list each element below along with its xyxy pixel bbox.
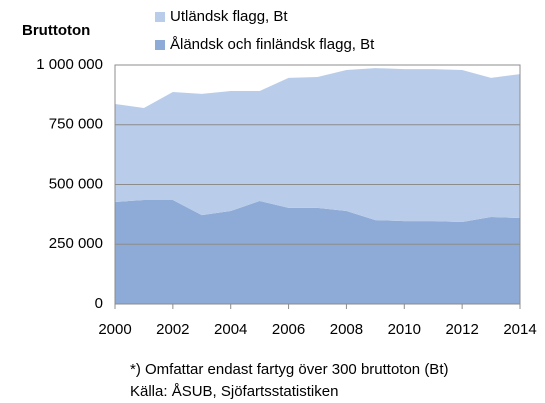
plot-frame [114,64,521,305]
legend-swatch [155,12,165,22]
area [115,200,520,304]
x-tick-label: 2010 [388,321,421,338]
y-tick-label: 1 000 000 [36,56,103,73]
y-axis-title: Bruttoton [22,22,90,39]
x-tick-label: 2000 [98,321,131,338]
legend-swatch [155,40,165,50]
y-tick-label: 250 000 [49,235,103,252]
legend-label: Utländsk flagg, Bt [170,8,288,25]
x-tick-label: 2006 [272,321,305,338]
x-tick-label: 2002 [156,321,189,338]
x-tick-label: 2008 [330,321,363,338]
area [115,68,520,223]
x-tick-label: 2012 [445,321,478,338]
x-tick-label: 2004 [214,321,247,338]
y-tick-label: 750 000 [49,116,103,133]
legend-label: Åländsk och finländsk flagg, Bt [170,36,375,53]
x-tick-label: 2014 [503,321,536,338]
y-tick-label: 0 [95,295,103,312]
note: Källa: ÅSUB, Sjöfartsstatistiken [130,383,338,400]
y-tick-label: 500 000 [49,175,103,192]
note: *) Omfattar endast fartyg över 300 brutt… [130,361,448,378]
